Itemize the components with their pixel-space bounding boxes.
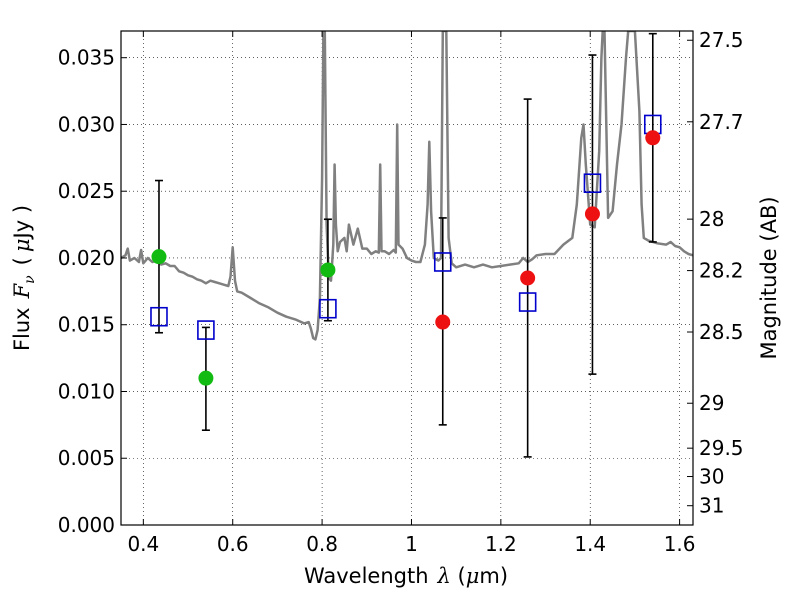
model-flux-square <box>150 306 168 327</box>
y-axis-ticks: 0.000 0.005 0.010 0.015 0.020 0.025 0.030 0.035 <box>58 46 127 537</box>
model-flux-square <box>197 320 215 340</box>
x-tick-label: 1 <box>405 532 418 556</box>
y-tick-label: 0.035 <box>58 46 115 70</box>
model-flux-square <box>583 173 602 194</box>
x-tick-label: 1.2 <box>485 532 517 556</box>
y2-tick-label: 29 <box>699 391 724 415</box>
y-tick-label: 0.000 <box>58 513 115 537</box>
y2-tick-label: 28 <box>699 207 724 231</box>
limit-point <box>645 130 661 146</box>
detection-point <box>320 262 336 278</box>
detection-point <box>151 249 167 265</box>
spectrum-line <box>121 31 693 341</box>
limit-point <box>435 314 451 330</box>
x-tick-label: 1.6 <box>664 532 696 556</box>
y2-tick-label: 31 <box>699 494 724 518</box>
model-square-layer <box>150 114 662 340</box>
x-axis-label: Wavelength λ (μm) <box>304 564 508 588</box>
x-tick-label: 1.4 <box>574 532 606 556</box>
y-axis-label: FluxFν(μJy ) <box>10 205 38 351</box>
x-tick-label: 0.6 <box>217 532 249 556</box>
y2-tick-label: 30 <box>699 465 724 489</box>
limit-point <box>584 206 600 222</box>
detection-point <box>198 370 214 386</box>
y-tick-label: 0.010 <box>58 379 115 403</box>
x-axis-ticks: 0.4 0.6 0.8 1 1.2 1.4 1.6 <box>127 31 696 556</box>
y2-axis-ticks: 27.5 27.7 28 28.2 28.5 29 29.5 30 31 <box>687 28 744 518</box>
photometry-circle-layer <box>151 130 661 386</box>
x-tick-label: 0.4 <box>127 532 159 556</box>
limit-point <box>520 270 536 286</box>
y2-tick-label: 28.5 <box>699 320 744 344</box>
plot-frame <box>120 30 694 526</box>
y-tick-label: 0.015 <box>58 313 115 337</box>
y2-tick-label: 27.5 <box>699 28 744 52</box>
y-tick-label: 0.005 <box>58 446 115 470</box>
y-tick-label: 0.020 <box>58 246 115 270</box>
spectrum-layer <box>121 31 693 341</box>
y2-tick-label: 28.2 <box>699 259 744 283</box>
x-tick-label: 0.8 <box>306 532 338 556</box>
y-tick-label: 0.030 <box>58 112 115 136</box>
y2-axis-label: Magnitude (AB) <box>757 196 781 359</box>
model-flux-square <box>319 298 337 319</box>
y-tick-label: 0.025 <box>58 179 115 203</box>
y2-tick-label: 29.5 <box>699 436 744 460</box>
model-flux-square <box>518 292 537 312</box>
model-flux-square <box>433 252 452 272</box>
y2-tick-label: 27.7 <box>699 110 744 134</box>
